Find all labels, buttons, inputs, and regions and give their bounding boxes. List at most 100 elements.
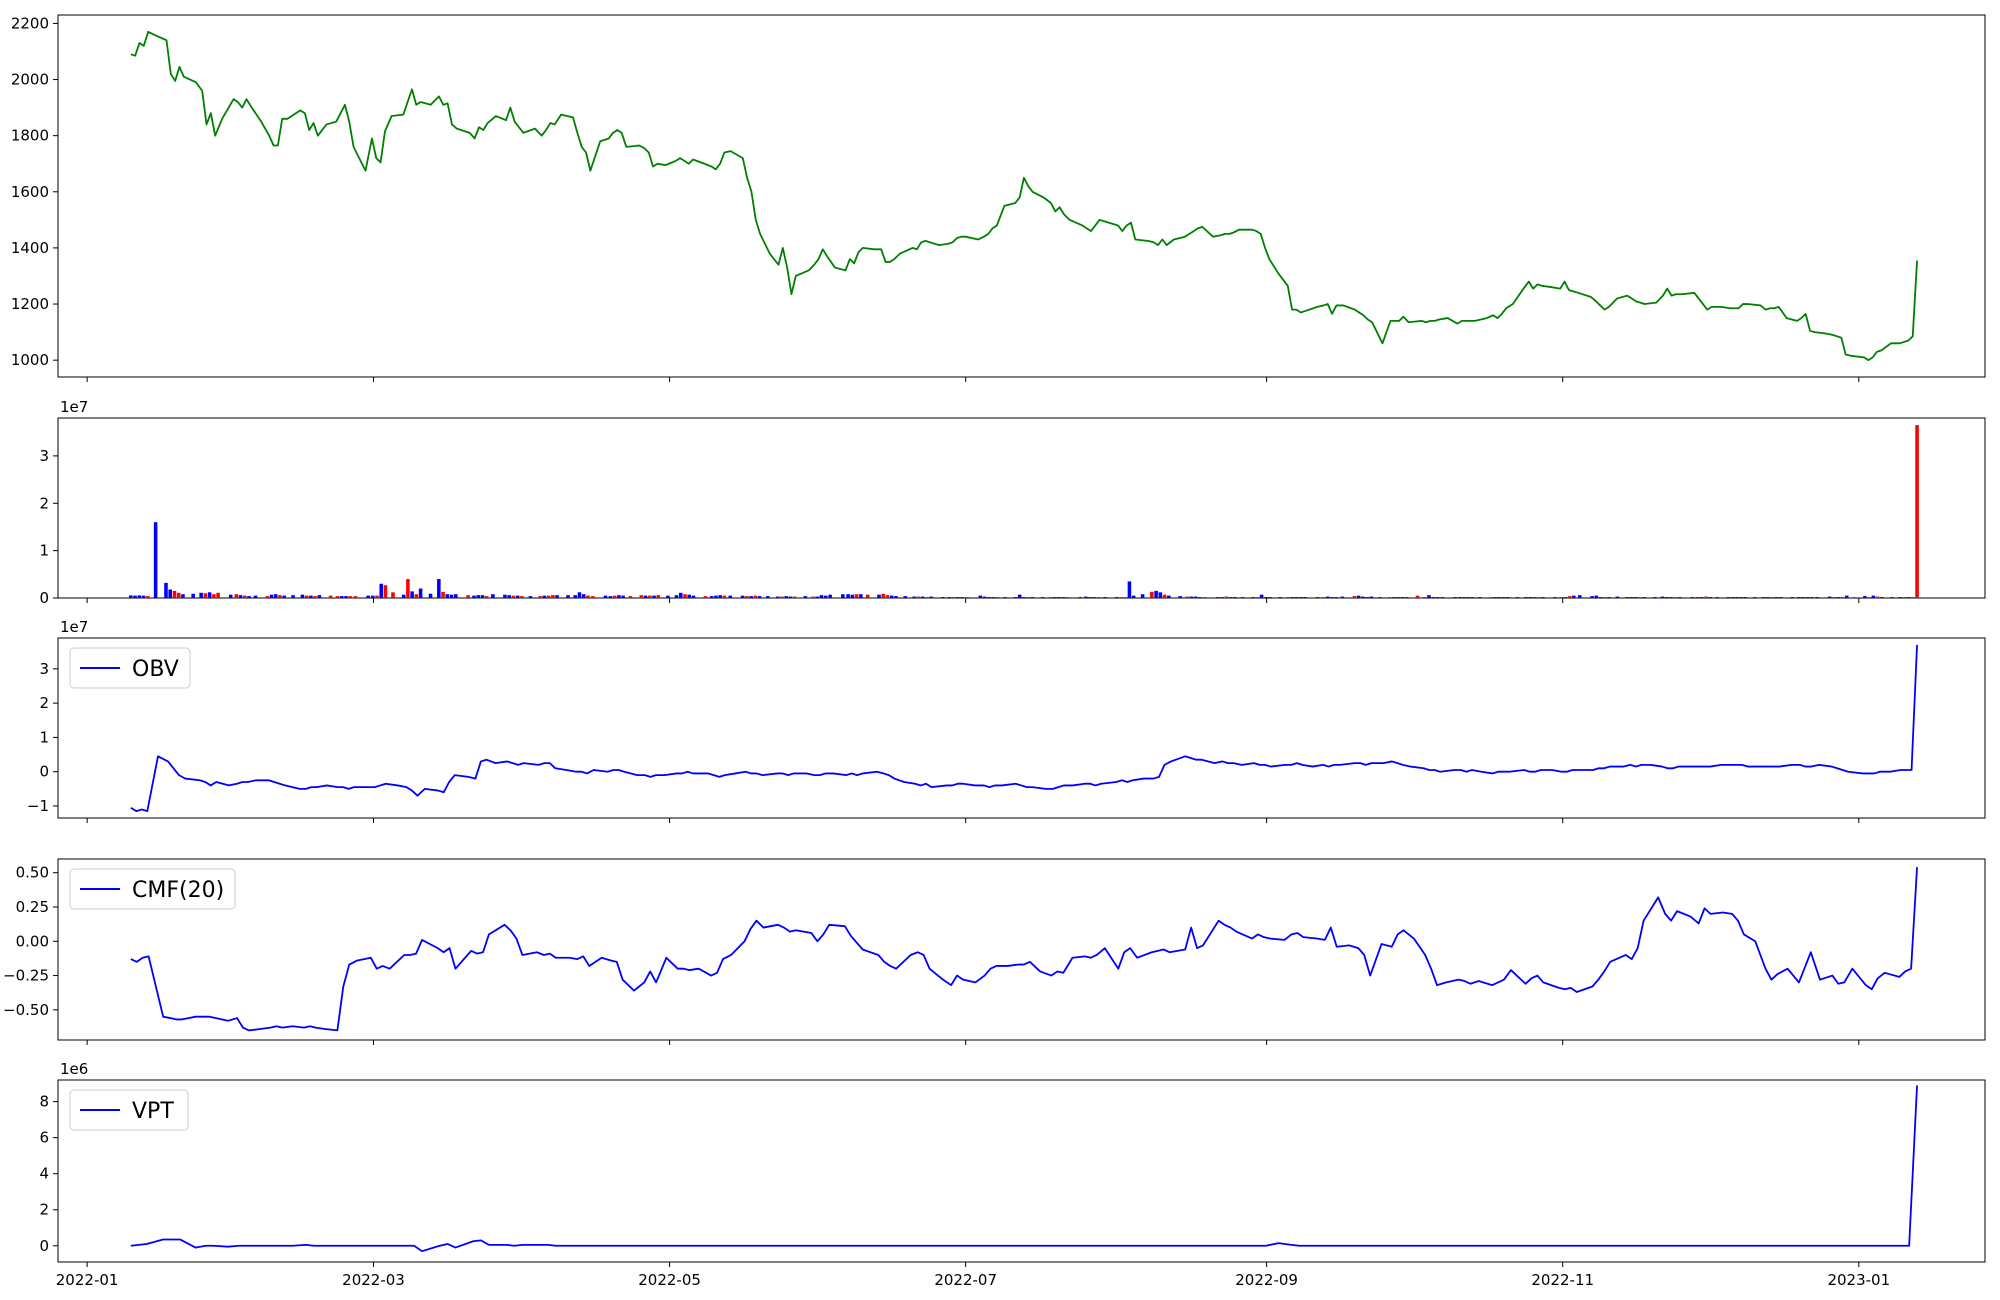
volume-bar [577,592,582,598]
volume-bar [1836,597,1841,598]
volume-bar [1197,597,1202,598]
obv-axes-frame [57,637,1986,819]
volume-bar [1677,597,1682,598]
volume-ytick-label: 2 [39,494,49,512]
volume-bar [792,596,797,598]
volume-bar [1026,597,1030,598]
volume-bar [656,595,661,598]
cmf-series-line [130,867,1918,1032]
volume-bar [828,594,832,598]
volume-bar [1863,596,1867,598]
volume-bar [317,595,322,598]
volume-bar [925,597,929,598]
volume-bar [894,596,898,598]
volume-bar [491,594,495,598]
obv-ytick-label: 3 [39,660,49,678]
volume-bar [1590,596,1594,598]
cmf-legend-label: CMF(20) [132,878,224,903]
volume-bar [1506,597,1510,598]
vpt-ytick-label: 8 [39,1093,49,1111]
volume-bar [1753,597,1757,598]
volume-bar [1415,595,1420,598]
volume-bar [1541,597,1545,598]
vpt-ytick-label: 2 [39,1201,49,1219]
volume-bar [1240,597,1245,598]
volume-bar [591,596,595,598]
volume-bar [766,596,770,598]
volume-bar [1805,597,1810,598]
volume-bar [1553,597,1557,598]
volume-bar [379,583,383,598]
obv-series-line [130,644,1918,813]
volume-bar [1890,597,1895,598]
volume-bar [551,595,555,598]
volume-bar [1088,597,1092,598]
volume-bar [916,596,921,598]
volume-bar [617,595,621,598]
volume-bar [1493,597,1497,598]
volume-offset-text: 1e7 [60,398,88,416]
volume-bar [1251,597,1255,598]
volume-bar [1743,597,1748,598]
volume-bar [1497,597,1502,598]
volume-bar [1880,597,1884,598]
volume-bar [1453,597,1457,598]
volume-bar [555,595,559,598]
volume-bar [1809,597,1814,598]
volume-bar [877,594,881,598]
volume-bar [1797,597,1801,598]
vpt-panel: 0 2 4 6 8 1e6 2022-01 2022-03 2022-05 2022-07 2022… [39,1060,1986,1289]
volume-bar [1708,597,1713,598]
volume-bar [520,596,524,598]
volume-bar [709,596,714,598]
volume-bar [1489,597,1493,598]
volume-bar [546,595,551,598]
volume-bar [1726,597,1731,598]
volume-bar [1669,597,1673,598]
volume-bar [265,596,270,598]
volume-bar [803,596,808,598]
volume-bar [947,597,952,598]
volume-bar [1704,596,1708,598]
vpt-axes-frame [57,1079,1986,1263]
volume-bar [960,597,964,598]
volume-bar [1801,597,1805,598]
volume-bar [1286,597,1291,598]
volume-bar [291,595,295,598]
vpt-series-line [130,1085,1918,1253]
obv-offset-text: 1e7 [60,618,88,636]
volume-bar [1466,597,1471,598]
volume-bar [1615,596,1620,598]
volume-bar [1572,595,1576,598]
vpt-legend [69,1089,189,1131]
volume-bar [1653,597,1657,598]
volume-bar [1103,597,1107,598]
volume-bar [1040,597,1045,598]
volume-bar [137,595,142,598]
volume-bar [1022,597,1026,598]
obv-panel: −1 0 1 2 3 1e7 OBV [27,618,1986,823]
volume-bar [648,595,652,598]
price-axes-frame [57,14,1986,378]
cmf-ytick-label: −0.25 [3,967,49,985]
volume-bar [1638,597,1642,598]
volume-bar [1013,597,1018,598]
volume-bar [538,596,542,598]
volume-bar [1083,596,1088,598]
volume-bar [1664,597,1669,598]
vpt-ytick-label: 4 [39,1165,49,1183]
volume-bar [566,595,570,598]
volume-bar [1278,597,1282,598]
volume-bar [1096,597,1101,598]
volume-bar [1119,597,1123,598]
volume-bar [1515,597,1520,598]
volume-bar [1770,597,1774,598]
volume-bar [1017,594,1022,598]
volume-bar [1290,597,1295,598]
volume-bar [344,596,348,598]
volume-bar [1700,597,1704,598]
volume-bar [542,595,547,598]
volume-bar [1867,597,1871,598]
volume-bar [581,594,586,598]
